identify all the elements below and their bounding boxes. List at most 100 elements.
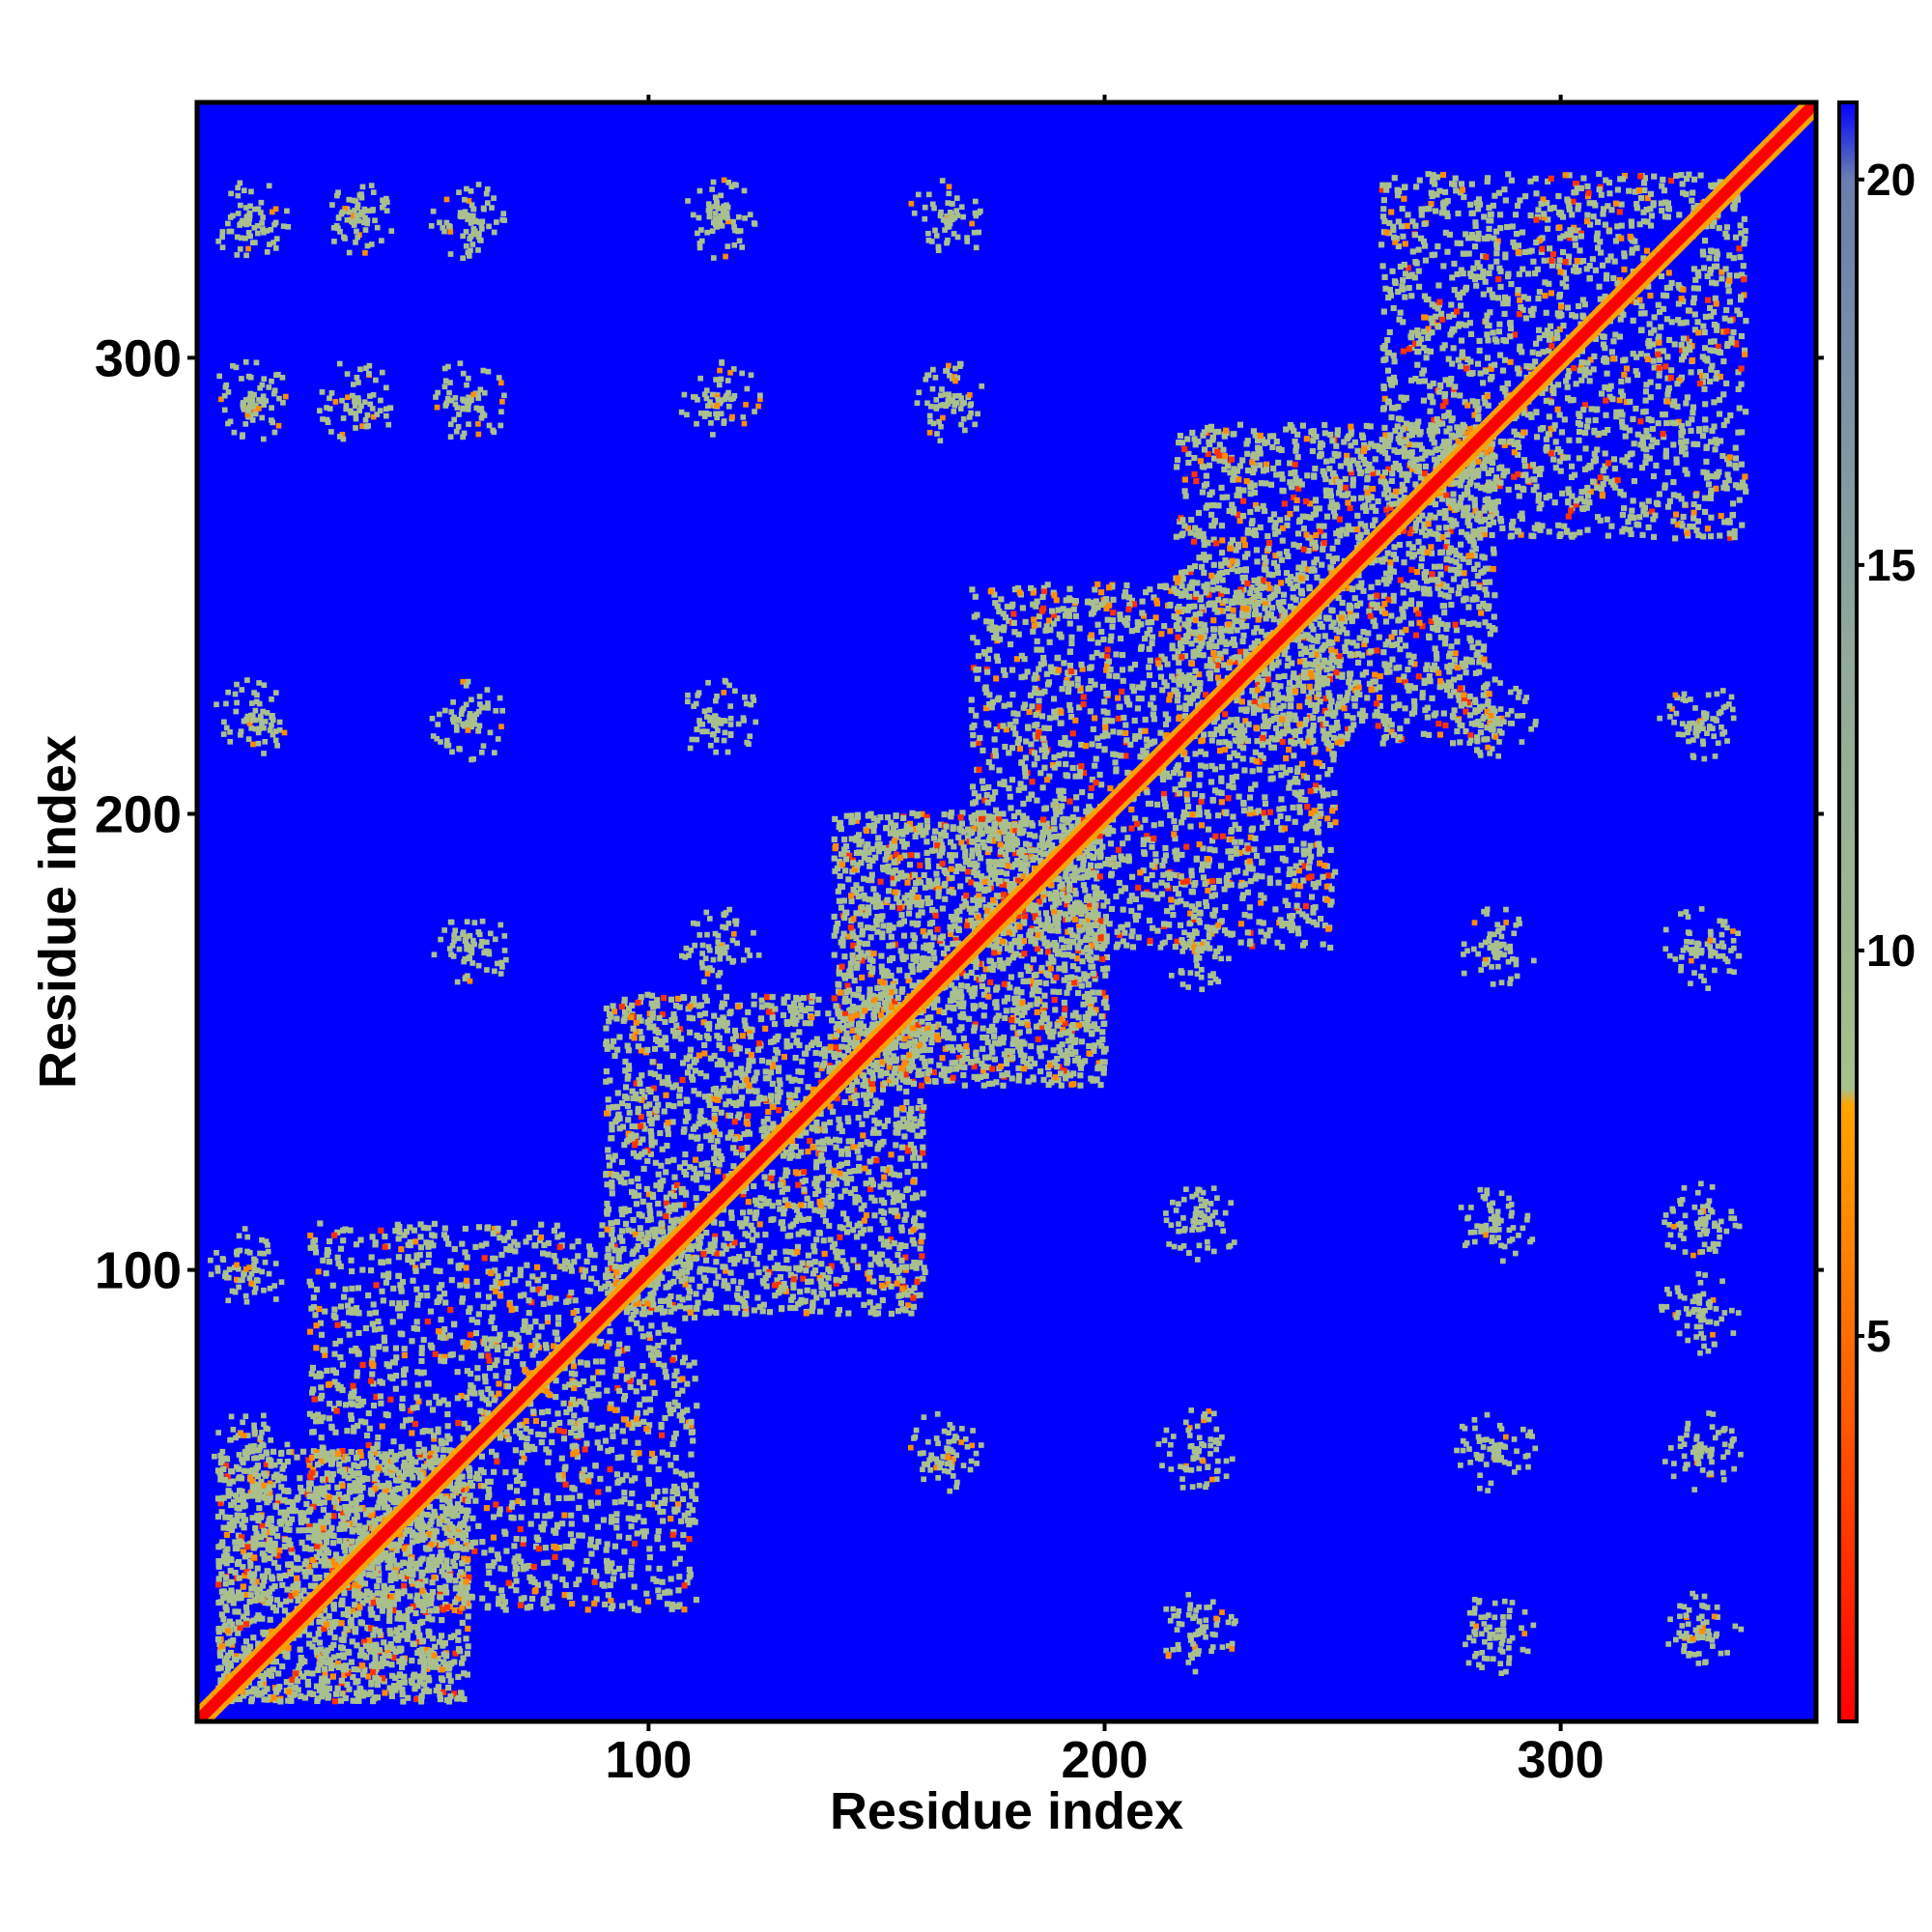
contact-cell bbox=[337, 1354, 344, 1361]
contact-cell bbox=[618, 1228, 626, 1235]
contact-cell bbox=[581, 1466, 587, 1473]
contact-cell bbox=[376, 1577, 383, 1583]
contact-cell bbox=[398, 1443, 405, 1451]
contact-cell bbox=[633, 1259, 639, 1265]
contact-cell bbox=[569, 1494, 576, 1501]
contact-cell bbox=[559, 1520, 566, 1527]
contact-cell bbox=[511, 1543, 518, 1549]
contact-cell bbox=[611, 1152, 618, 1159]
contact-cell bbox=[290, 1505, 297, 1512]
contact-cell bbox=[498, 1251, 505, 1258]
contact-cell bbox=[772, 1006, 779, 1012]
contact-cell bbox=[645, 1500, 652, 1507]
contact-cell bbox=[745, 1066, 752, 1073]
contact-cell bbox=[486, 1357, 493, 1364]
contact-cell bbox=[497, 1293, 504, 1299]
contact-cell bbox=[384, 1469, 390, 1476]
contact-cell bbox=[706, 1288, 713, 1294]
contact-cell bbox=[539, 1250, 547, 1257]
contact-cell bbox=[335, 1400, 342, 1406]
contact-cell bbox=[489, 1314, 496, 1321]
contact-cell bbox=[563, 1298, 570, 1305]
contact-cell bbox=[612, 1119, 619, 1125]
contact-cell bbox=[561, 1383, 569, 1390]
contact-cell bbox=[805, 1149, 811, 1155]
contact-cell bbox=[582, 1416, 588, 1424]
contact-cell bbox=[282, 1536, 289, 1543]
contact-cell bbox=[662, 1321, 668, 1328]
contact-cell bbox=[660, 1229, 667, 1236]
contact-cell bbox=[613, 1015, 620, 1022]
contact-cell bbox=[446, 1531, 454, 1539]
contact-cell bbox=[444, 1401, 451, 1407]
contact-cell bbox=[366, 1590, 373, 1597]
contact-cell bbox=[580, 1378, 587, 1385]
contact-cell bbox=[847, 1288, 854, 1294]
contact-cell bbox=[392, 1575, 399, 1582]
contact-cell bbox=[894, 1111, 900, 1118]
contact-cell bbox=[542, 1513, 549, 1520]
contact-cell bbox=[679, 1387, 686, 1394]
contact-cell bbox=[343, 1514, 351, 1520]
contact-cell bbox=[853, 1078, 861, 1085]
contact-cell bbox=[751, 1255, 757, 1263]
contact-cell bbox=[674, 1603, 681, 1610]
contact-cell bbox=[867, 1288, 873, 1294]
contact-cell bbox=[416, 1679, 423, 1686]
contact-cell bbox=[469, 1340, 476, 1348]
contact-cell bbox=[339, 1599, 346, 1605]
contact-cell bbox=[237, 1538, 243, 1545]
contact-cell bbox=[599, 1580, 606, 1588]
contact-cell bbox=[644, 1046, 651, 1053]
contact-cell bbox=[447, 1634, 454, 1641]
contact-cell bbox=[410, 1487, 416, 1493]
contact-cell bbox=[650, 1301, 657, 1308]
contact-cell bbox=[808, 1278, 814, 1285]
contact-cell bbox=[322, 1351, 328, 1358]
contact-cell bbox=[242, 1621, 250, 1628]
contact-cell bbox=[797, 1132, 804, 1139]
contact-cell bbox=[352, 1581, 358, 1588]
contact-cell bbox=[657, 1185, 664, 1192]
contact-cell bbox=[236, 1575, 242, 1581]
contact-cell bbox=[389, 1319, 396, 1325]
contact-cell bbox=[836, 1137, 843, 1144]
contact-cell bbox=[649, 1295, 656, 1303]
contact-cell bbox=[492, 1362, 498, 1369]
contact-cell bbox=[669, 1602, 676, 1608]
contact-cell bbox=[396, 1672, 403, 1679]
contact-cell bbox=[688, 1451, 695, 1458]
contact-cell bbox=[533, 1534, 540, 1541]
contact-cell bbox=[821, 1060, 828, 1066]
contact-cell bbox=[305, 1534, 312, 1541]
contact-cell bbox=[715, 1023, 722, 1030]
contact-cell bbox=[672, 1082, 679, 1089]
contact-cell bbox=[360, 1638, 368, 1645]
contact-cell bbox=[435, 1655, 441, 1662]
contact-cell bbox=[419, 1570, 426, 1577]
contact-cell bbox=[803, 1050, 810, 1057]
contact-cell bbox=[342, 1226, 349, 1233]
contact-cell bbox=[577, 1359, 584, 1366]
contact-cell bbox=[904, 1145, 912, 1151]
contact-cell bbox=[228, 1591, 236, 1598]
contact-cell bbox=[669, 1531, 676, 1538]
contact-cell bbox=[394, 1593, 401, 1600]
contact-cell bbox=[728, 1214, 735, 1221]
contact-cell bbox=[838, 1151, 845, 1157]
contact-cell bbox=[785, 1099, 793, 1106]
contact-cell bbox=[626, 1109, 633, 1116]
contact-cell bbox=[899, 1144, 906, 1151]
contact-cell bbox=[520, 1540, 526, 1548]
contact-cell bbox=[871, 1197, 878, 1204]
contact-cell bbox=[464, 1583, 471, 1591]
contact-cell bbox=[502, 1279, 509, 1286]
contact-cell bbox=[261, 1577, 268, 1584]
contact-cell bbox=[328, 1425, 335, 1432]
contact-cell bbox=[554, 1321, 562, 1327]
contact-cell bbox=[445, 1672, 452, 1679]
contact-cell bbox=[894, 1106, 900, 1113]
contact-cell bbox=[492, 1255, 498, 1262]
contact-cell bbox=[242, 1648, 249, 1656]
contact-cell bbox=[357, 1574, 364, 1581]
